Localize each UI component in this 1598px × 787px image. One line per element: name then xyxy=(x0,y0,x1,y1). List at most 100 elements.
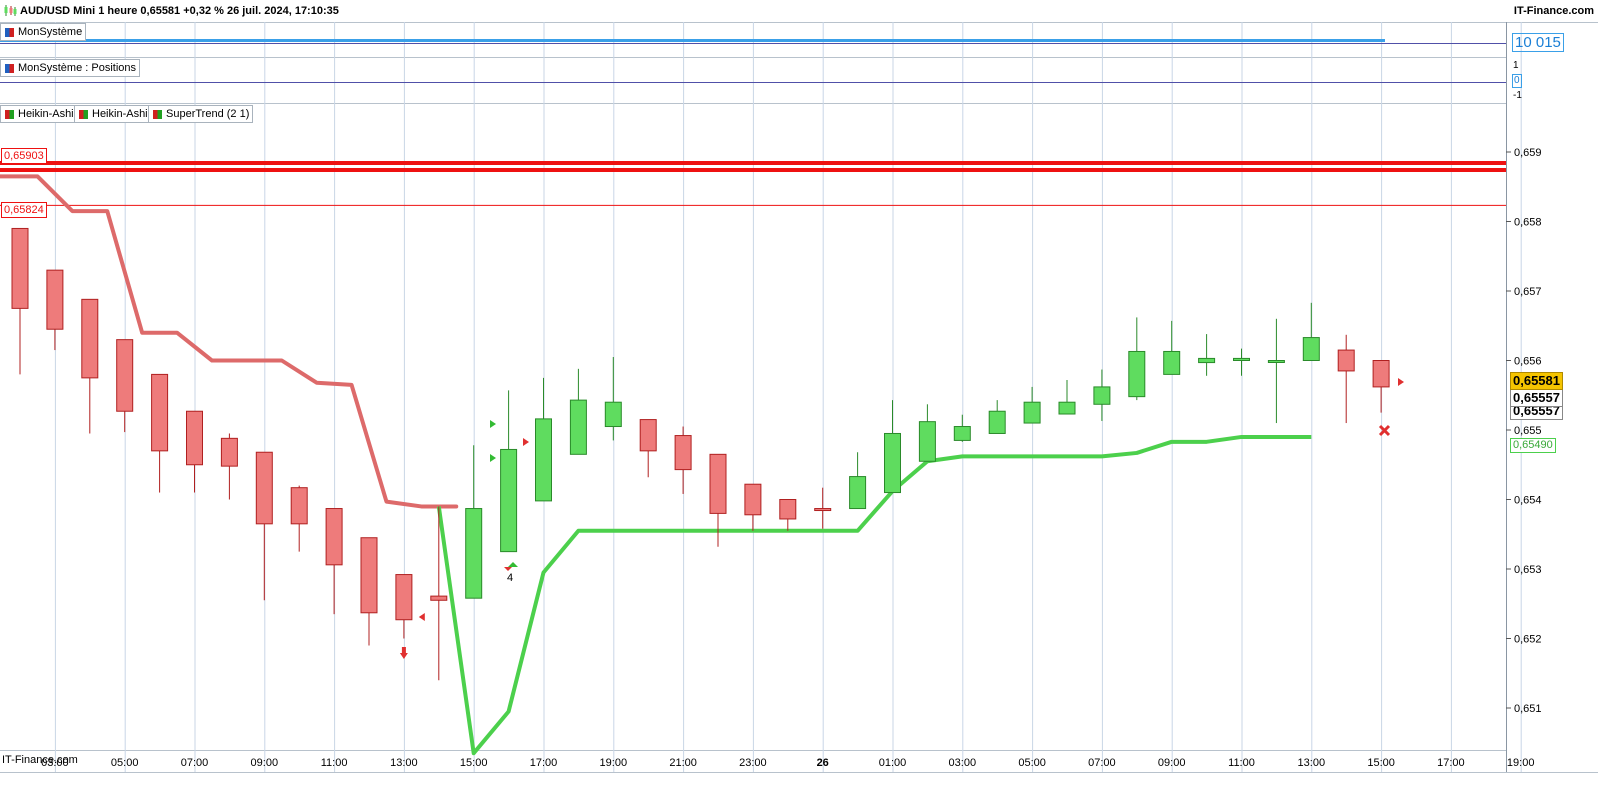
legend-heikin-ashi-2[interactable]: Heikin-Ashi xyxy=(74,105,152,123)
site-brand: IT-Finance.com xyxy=(1513,5,1594,17)
x-tick-label: 19:00 xyxy=(600,757,628,769)
candle xyxy=(1233,348,1250,376)
candle-body xyxy=(1093,386,1111,405)
x-tick-label: 13:00 xyxy=(390,757,418,769)
footer-brand: IT-Finance.com xyxy=(2,754,78,766)
candle xyxy=(1023,386,1041,424)
candle-body xyxy=(639,419,657,452)
candle-body xyxy=(918,421,936,462)
candle xyxy=(151,373,169,493)
x-tick-label: 15:00 xyxy=(1367,757,1395,769)
candle-body xyxy=(1198,357,1216,364)
red-green-swatch-icon xyxy=(79,110,88,119)
candle-body xyxy=(360,537,378,614)
x-tick-label: 09:00 xyxy=(1158,757,1186,769)
y-tick-label: 0,651 xyxy=(1514,703,1542,715)
supertrend-bearish-line xyxy=(0,174,459,509)
candle xyxy=(744,483,762,531)
candle-body xyxy=(255,451,273,525)
candle-body xyxy=(1337,349,1355,372)
candle-body xyxy=(500,448,518,553)
x-tick-label: 05:00 xyxy=(1018,757,1046,769)
candle-body xyxy=(325,508,343,566)
candle xyxy=(535,377,552,502)
y-tick-label: 0,655 xyxy=(1514,425,1542,437)
candle-body xyxy=(1023,401,1041,424)
candle-body xyxy=(744,483,762,516)
candle xyxy=(918,404,936,462)
candle xyxy=(360,537,378,646)
candle xyxy=(1372,360,1390,413)
x-tick-label: 23:00 xyxy=(739,757,767,769)
candle xyxy=(1093,369,1111,421)
candle-body xyxy=(465,508,483,599)
x-tick-label: 03:00 xyxy=(949,757,977,769)
sell-arrow-icon xyxy=(504,567,512,571)
system-value-tag: 10 015 xyxy=(1512,33,1564,52)
candle xyxy=(1302,302,1320,362)
close-position-x-icon xyxy=(1378,424,1391,437)
level-tag-1[interactable]: 0,65903 xyxy=(1,148,47,164)
exit-left-marker-icon xyxy=(418,613,425,621)
candle-body xyxy=(11,227,29,309)
candle-body xyxy=(604,401,622,428)
candle xyxy=(1198,334,1216,376)
candle xyxy=(465,445,483,599)
sell-arrow-stem xyxy=(401,647,406,654)
positions-zero-tag: 0 xyxy=(1512,74,1522,88)
candle xyxy=(674,426,692,494)
candle xyxy=(814,487,832,529)
x-tick-label: 13:00 xyxy=(1298,757,1326,769)
candle xyxy=(255,451,273,601)
candlestick-icon xyxy=(4,5,17,16)
x-tick-label: 11:00 xyxy=(321,757,348,769)
x-tick-label: 03:00 xyxy=(41,757,69,769)
candle xyxy=(1058,379,1076,415)
candle-body xyxy=(674,435,692,471)
candle-body xyxy=(535,418,552,502)
legend-heikin-ashi-1[interactable]: Heikin-Ashi xyxy=(0,105,78,123)
legend-monsysteme[interactable]: MonSystème xyxy=(0,23,87,41)
candle xyxy=(988,400,1006,434)
x-tick-label: 07:00 xyxy=(181,757,209,769)
candle-body xyxy=(290,487,308,525)
x-tick-label: 01:00 xyxy=(879,757,907,769)
legend-label: SuperTrend (2 1) xyxy=(166,108,250,120)
candle xyxy=(884,400,901,494)
candle-body xyxy=(186,410,203,466)
supertrend-bullish-line xyxy=(436,434,1312,756)
y-tick-label: 0,652 xyxy=(1514,634,1542,646)
candle-body xyxy=(220,437,238,467)
x-tick-label: 26 xyxy=(817,757,829,769)
x-tick-label: 05:00 xyxy=(111,757,139,769)
legend-supertrend[interactable]: SuperTrend (2 1) xyxy=(148,105,254,123)
candle xyxy=(500,390,518,553)
candle xyxy=(46,269,64,351)
positions-tick-bottom: -1 xyxy=(1513,90,1522,101)
legend-positions[interactable]: MonSystème : Positions xyxy=(0,59,140,77)
candle xyxy=(849,452,867,510)
y-tick-label: 0,657 xyxy=(1514,286,1542,298)
candle-body xyxy=(569,399,587,455)
exit-left-marker-icon xyxy=(1398,378,1404,386)
candle xyxy=(220,433,238,500)
blue-red-swatch-icon xyxy=(5,28,14,37)
candle-body xyxy=(1267,360,1285,363)
candle xyxy=(395,574,413,639)
supertrend-tag: 0,65490 xyxy=(1510,438,1556,453)
candle xyxy=(11,227,29,375)
candle-body xyxy=(46,269,64,330)
candle-body xyxy=(988,410,1006,434)
candle-body xyxy=(81,298,99,379)
legend-label: MonSystème : Positions xyxy=(18,62,136,74)
candle-body xyxy=(1302,337,1320,362)
candle-body xyxy=(1163,350,1181,375)
candle xyxy=(325,508,343,615)
candle-body xyxy=(395,574,413,621)
x-tick-label: 21:00 xyxy=(669,757,697,769)
level-tag-2[interactable]: 0,65824 xyxy=(1,202,47,218)
red-green-swatch-icon xyxy=(5,110,14,119)
x-tick-label: 07:00 xyxy=(1088,757,1116,769)
candle xyxy=(186,410,203,493)
